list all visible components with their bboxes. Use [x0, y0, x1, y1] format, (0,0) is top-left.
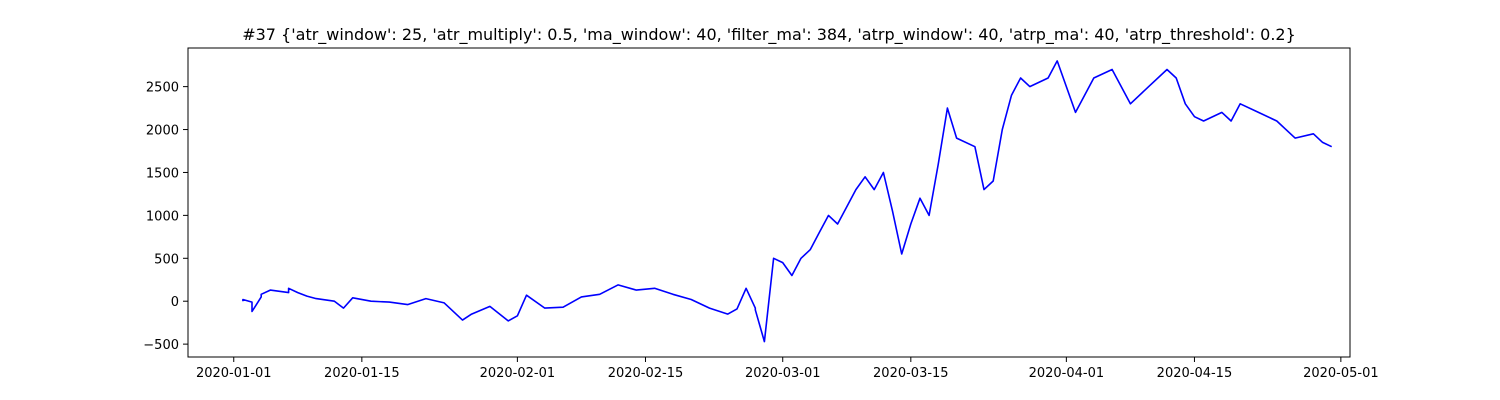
y-tick-label: 2500: [146, 81, 179, 96]
y-tick-label: −500: [143, 338, 179, 353]
x-tick-label: 2020-03-15: [873, 366, 949, 381]
plot-area: [242, 60, 1333, 343]
x-tick-label: 2020-01-01: [196, 366, 272, 381]
y-tick-label: 1500: [146, 166, 179, 181]
x-tick-label: 2020-04-15: [1157, 366, 1233, 381]
x-axis: 2020-01-01 2020-01-15 2020-02-01 2020-02-15…: [196, 357, 1379, 381]
x-tick-label: 2020-02-01: [480, 366, 556, 381]
y-axis: −500 0 500 1000 1500 2000 2500: [143, 81, 188, 353]
x-tick-label: 2020-05-01: [1303, 366, 1379, 381]
y-tick-label: 500: [154, 252, 179, 267]
x-tick-label: 2020-04-01: [1029, 366, 1105, 381]
x-tick-label: 2020-03-01: [745, 366, 821, 381]
series-line: [242, 60, 1333, 343]
chart-title: #37 {'atr_window': 25, 'atr_multiply': 0…: [242, 25, 1296, 45]
y-tick-label: 2000: [146, 124, 179, 139]
axes-frame: [187, 47, 1351, 358]
y-tick-label: 0: [171, 295, 179, 310]
x-tick-label: 2020-01-15: [324, 366, 400, 381]
y-tick-label: 1000: [146, 209, 179, 224]
x-tick-label: 2020-02-15: [608, 366, 684, 381]
